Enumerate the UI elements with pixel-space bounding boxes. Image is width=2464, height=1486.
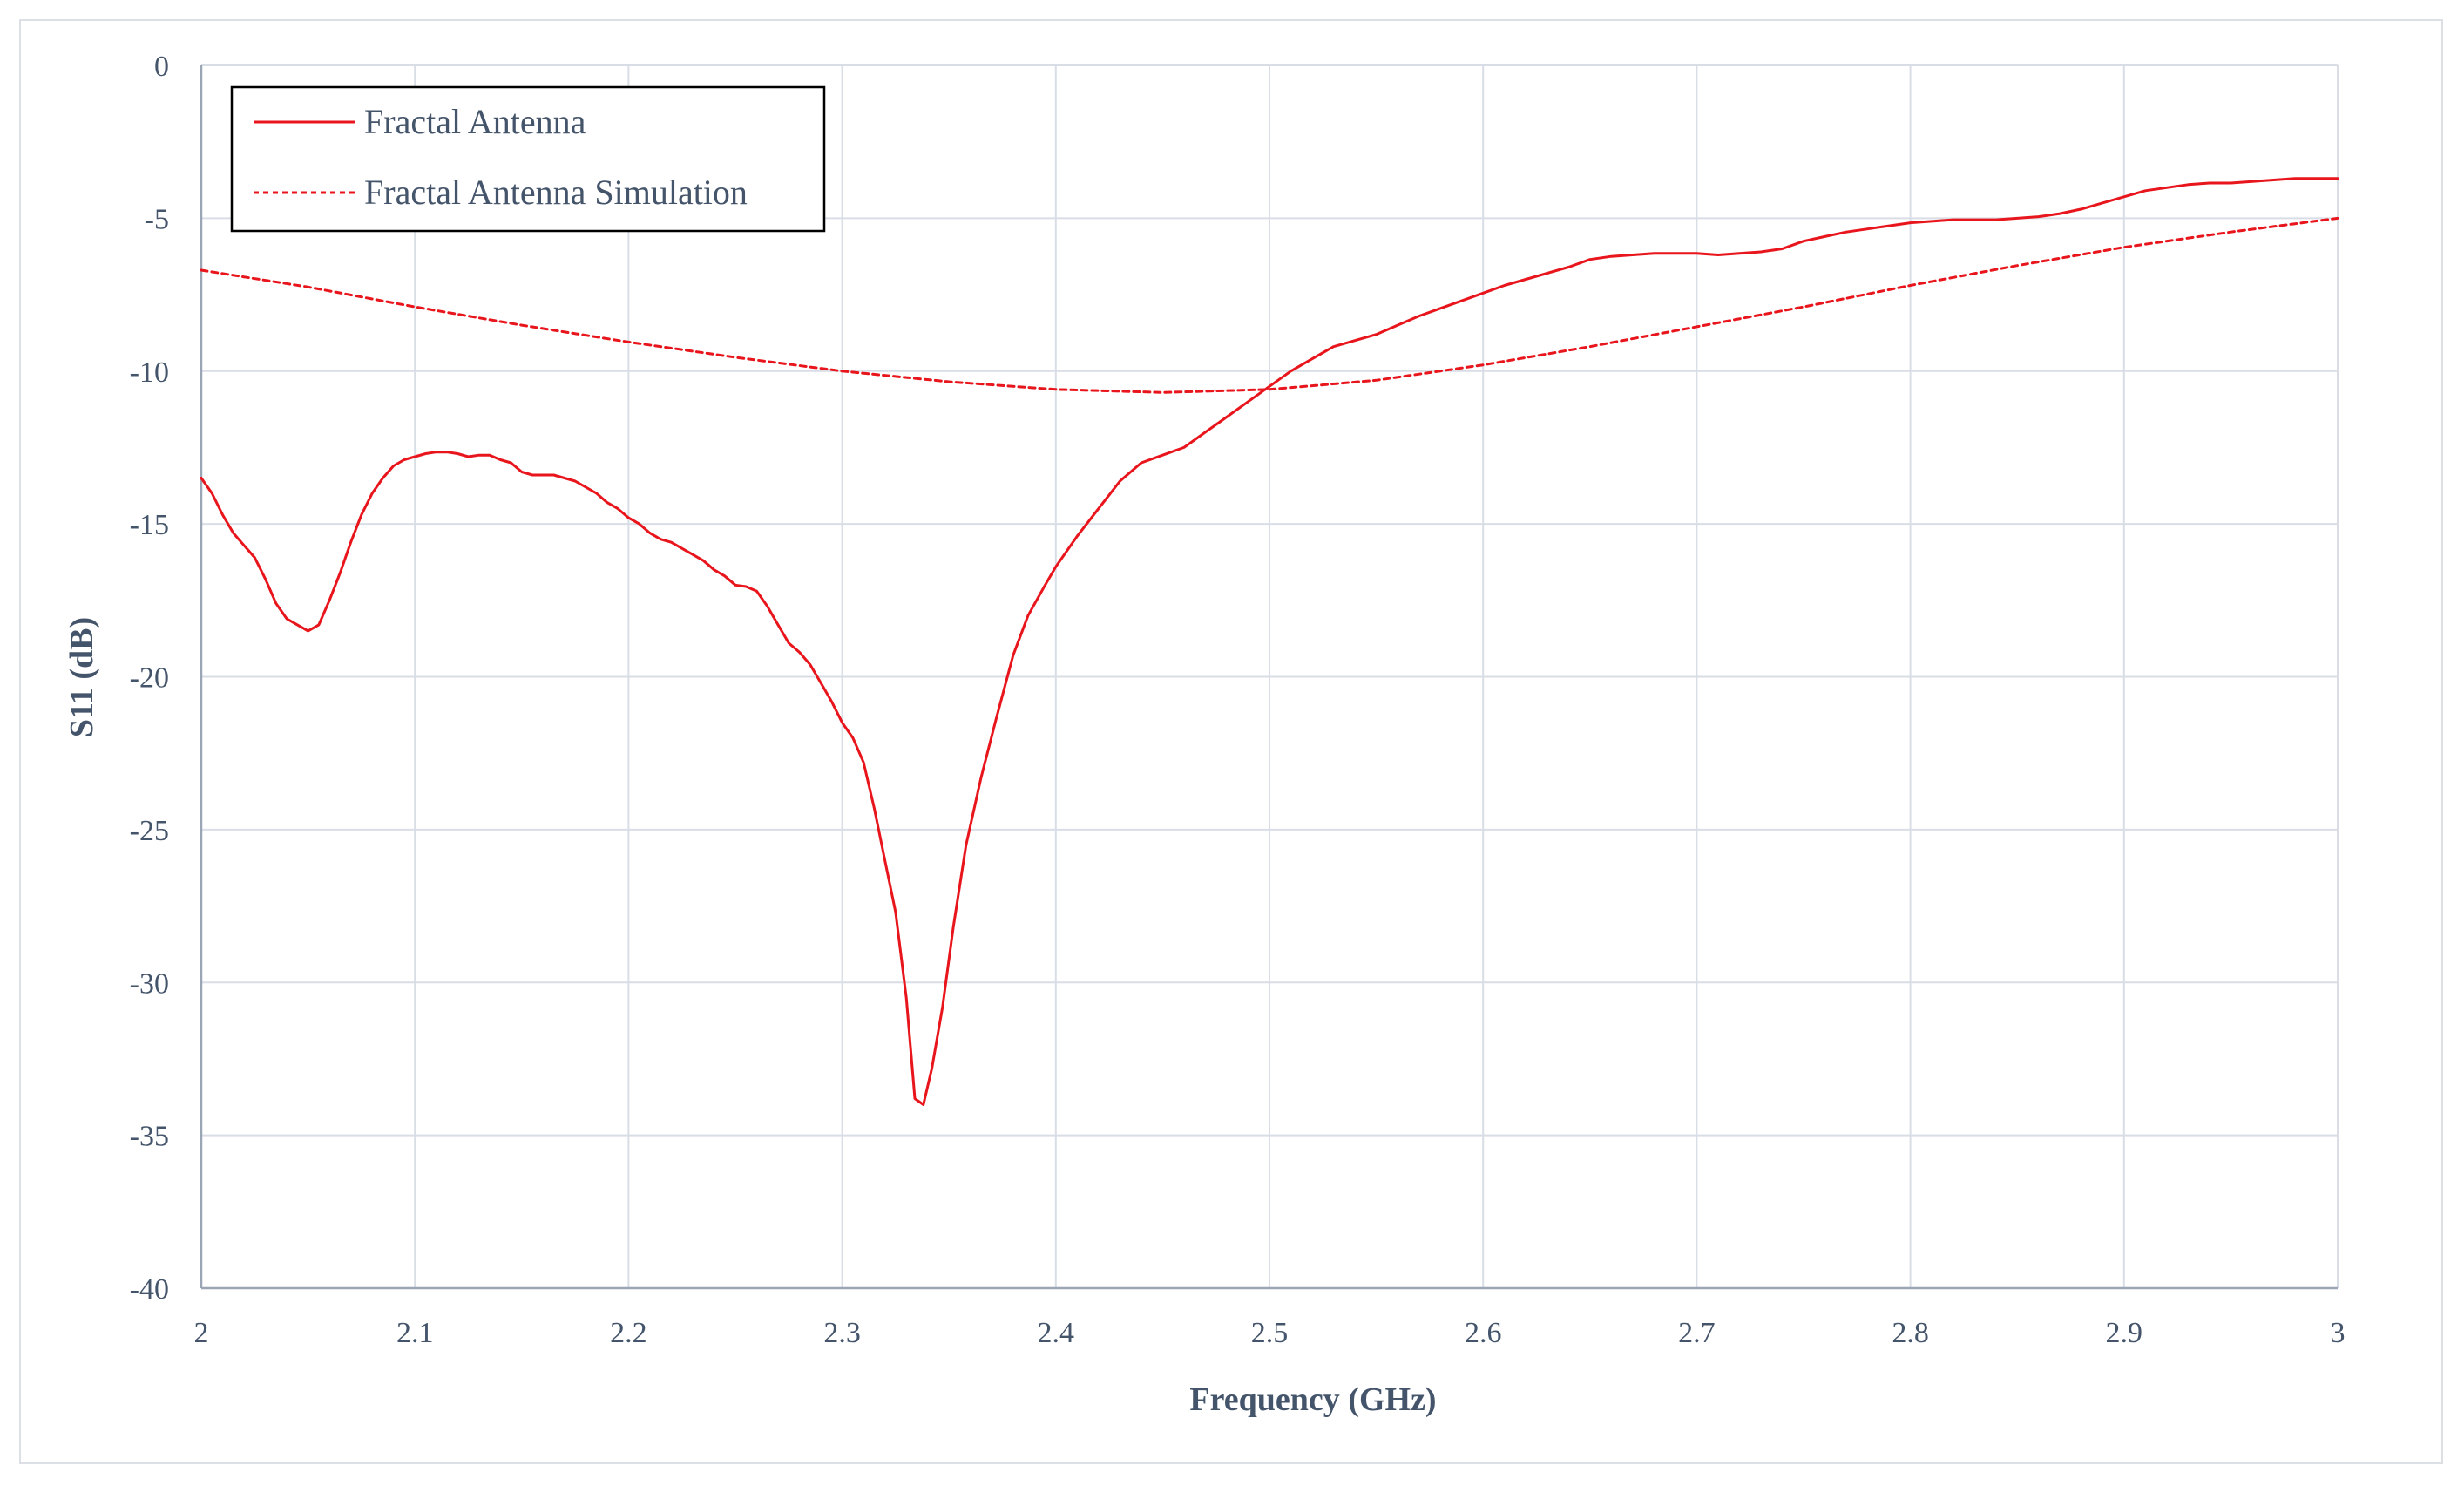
y-axis-title: S11 (dB) bbox=[64, 617, 100, 737]
y-tick-label: -25 bbox=[130, 815, 169, 847]
y-tick-label: 0 bbox=[154, 51, 169, 83]
legend-label-measured: Fractal Antenna bbox=[364, 102, 586, 141]
y-tick-labels: 0 -5 -10 -15 -20 -25 -30 -35 -40 bbox=[130, 51, 169, 1306]
y-tick-label: -20 bbox=[130, 662, 169, 695]
x-tick-labels: 2 2.1 2.2 2.3 2.4 2.5 2.6 2.7 2.8 2.9 3 bbox=[194, 1317, 2346, 1349]
grid-lines bbox=[201, 64, 2339, 1288]
legend: Fractal Antenna Fractal Antenna Simulati… bbox=[230, 85, 826, 233]
y-tick-label: -5 bbox=[145, 203, 169, 235]
x-axis-title: Frequency (GHz) bbox=[1189, 1381, 1436, 1418]
series-lines bbox=[200, 177, 2339, 1106]
x-tick-label: 2.6 bbox=[1465, 1317, 1502, 1349]
x-tick-label: 2.5 bbox=[1251, 1317, 1289, 1349]
y-tick-label: -15 bbox=[130, 509, 169, 541]
y-tick-label: -35 bbox=[130, 1121, 169, 1153]
y-tick-label: -10 bbox=[130, 356, 169, 389]
chart-frame bbox=[19, 19, 2443, 1464]
x-tick-label: 2.2 bbox=[610, 1317, 647, 1349]
x-tick-label: 2 bbox=[194, 1317, 209, 1349]
series-line-measured bbox=[200, 177, 2339, 1106]
legend-box bbox=[230, 85, 826, 233]
x-tick-label: 2.9 bbox=[2106, 1317, 2143, 1349]
x-tick-label: 2.8 bbox=[1892, 1317, 1929, 1349]
legend-label-simulation: Fractal Antenna Simulation bbox=[364, 173, 748, 212]
x-tick-label: 2.4 bbox=[1038, 1317, 1075, 1349]
x-tick-label: 2.1 bbox=[396, 1317, 434, 1349]
y-tick-label: -40 bbox=[130, 1273, 169, 1306]
x-tick-label: 2.3 bbox=[823, 1317, 861, 1349]
series-line-simulation bbox=[200, 216, 2339, 394]
x-tick-label: 2.7 bbox=[1678, 1317, 1716, 1349]
y-tick-label: -30 bbox=[130, 967, 169, 1000]
x-tick-label: 3 bbox=[2331, 1317, 2346, 1349]
